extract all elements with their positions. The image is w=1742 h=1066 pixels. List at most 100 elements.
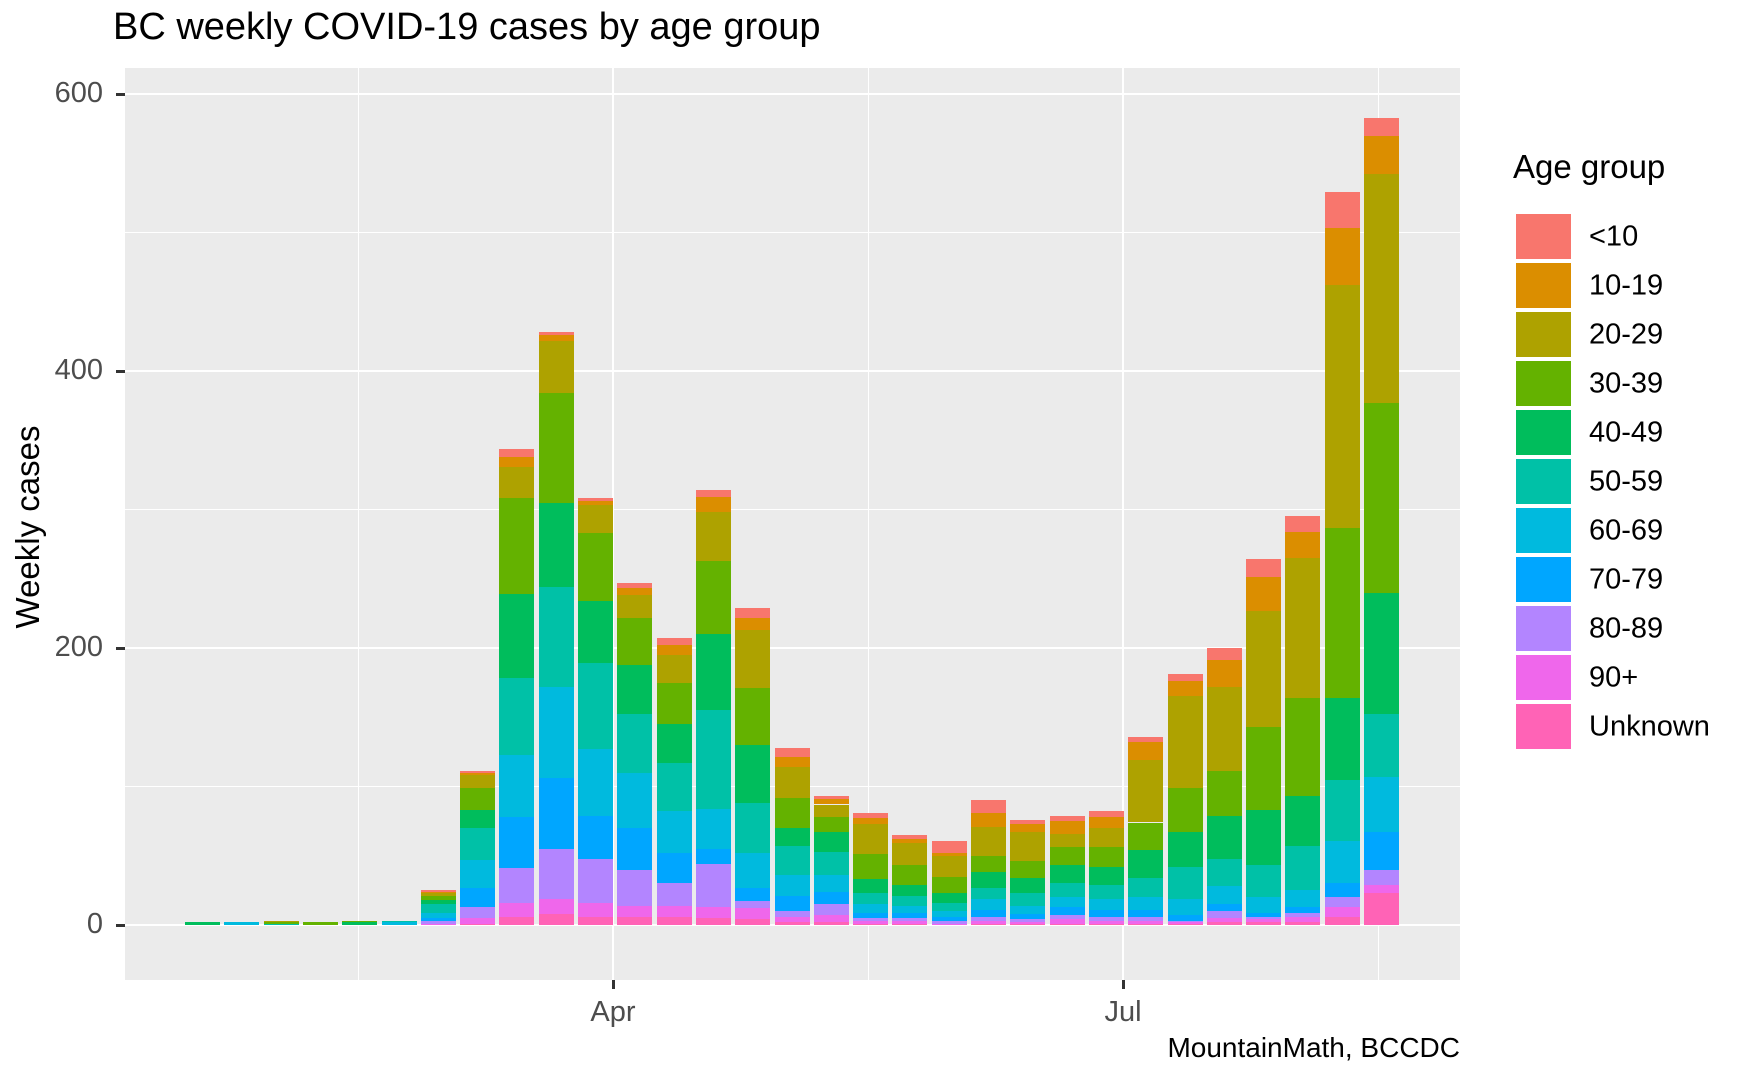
bar-segment-10-19	[617, 588, 653, 596]
bar-segment-40-49	[185, 922, 220, 925]
bar-segment-90+	[578, 902, 613, 917]
legend-label: <10	[1589, 220, 1639, 252]
bar-week-12	[617, 68, 653, 980]
bar-week-30	[1324, 68, 1360, 980]
bar-segment-50-59	[971, 887, 1006, 899]
bar-segment-10-19	[1010, 823, 1046, 833]
bar-segment-40-49	[656, 724, 692, 763]
bar-segment-90+	[617, 905, 653, 917]
bar-segment-80-89	[617, 869, 653, 906]
legend-swatch-40-49	[1516, 410, 1571, 455]
bar-segment-<10	[813, 796, 849, 799]
bar-segment-70-79	[460, 887, 496, 907]
bar-segment-60-69	[538, 686, 574, 779]
bar-segment-20-29	[460, 775, 496, 788]
legend-swatch-80-89	[1516, 606, 1571, 651]
bar-segment-Unknown	[1167, 923, 1203, 925]
bar-segment-70-79	[1128, 909, 1164, 917]
legend-swatch-90+	[1516, 655, 1571, 700]
bar-segment-Unknown	[578, 916, 613, 925]
bar-week-20	[931, 68, 967, 980]
bar-segment-90+	[1049, 919, 1085, 924]
legend-label: 10-19	[1589, 269, 1664, 301]
bar-segment-Unknown	[1049, 923, 1085, 925]
bar-segment-<10	[1010, 819, 1046, 824]
y-tick-label: 200	[54, 631, 103, 663]
bar-segment-40-49	[1049, 865, 1085, 884]
bar-segment-40-49	[1285, 796, 1321, 847]
bar-segment-60-69	[813, 875, 849, 892]
y-axis-title: Weekly cases	[9, 425, 46, 629]
bar-week-3	[263, 68, 299, 980]
bar-segment-40-49	[578, 600, 613, 664]
bar-segment-40-49	[892, 884, 928, 896]
bar-segment-60-69	[656, 811, 692, 853]
y-tick-mark	[116, 369, 125, 373]
bar-segment-50-59	[499, 678, 535, 755]
bar-segment-50-59	[1010, 893, 1046, 906]
bar-segment-20-29	[971, 826, 1006, 856]
bar-segment-70-79	[656, 852, 692, 884]
bar-segment-50-59	[1324, 779, 1360, 841]
legend-label: 40-49	[1589, 416, 1664, 448]
bar-segment-70-79	[538, 778, 574, 849]
x-tick-label: Apr	[590, 996, 636, 1028]
bar-segment-90+	[931, 923, 967, 925]
bar-week-14	[695, 68, 731, 980]
bar-segment-<10	[853, 812, 889, 819]
bar-segment-50-59	[538, 587, 574, 687]
bar-segment-<10	[971, 800, 1006, 813]
bar-segment-40-49	[853, 879, 889, 894]
bar-segment-40-49	[460, 810, 496, 829]
bar-segment-50-59	[578, 663, 613, 750]
bar-segment-30-39	[1206, 771, 1242, 816]
bar-segment-80-89	[420, 920, 456, 924]
bar-segment-60-69	[1049, 897, 1085, 907]
legend-swatch-<10	[1516, 214, 1571, 259]
bar-segment-90+	[774, 916, 810, 923]
bar-segment-80-89	[735, 901, 771, 909]
bar-segment-40-49	[1206, 815, 1242, 859]
bar-segment-60-69	[1010, 905, 1046, 914]
bar-segment-90+	[1206, 918, 1242, 923]
bar-segment-80-89	[931, 920, 967, 924]
bar-segment-50-59	[1364, 714, 1399, 777]
bar-segment-20-29	[1206, 686, 1242, 772]
gridline-y-major	[125, 93, 1460, 95]
bar-week-6	[381, 68, 417, 980]
bar-segment-20-29	[1010, 832, 1046, 862]
bar-segment-<10	[1324, 192, 1360, 229]
bar-segment-60-69	[931, 911, 967, 917]
gridline-y-major	[125, 647, 1460, 649]
bar-segment-Unknown	[892, 923, 928, 925]
bar-segment-70-79	[1324, 883, 1360, 898]
legend-label: 30-39	[1589, 367, 1664, 399]
legend-item-70-79: 70-79	[1513, 555, 1665, 604]
bar-segment-Unknown	[1206, 922, 1242, 925]
bar-segment-10-19	[931, 852, 967, 856]
bar-segment-20-29	[617, 595, 653, 618]
bar-segment-80-89	[892, 918, 928, 921]
bar-segment-30-39	[499, 498, 535, 594]
bar-segment-70-79	[1364, 832, 1399, 870]
bar-segment-40-49	[1364, 592, 1399, 715]
bar-segment-30-39	[1364, 402, 1399, 593]
bar-week-25	[1128, 68, 1164, 980]
bar-segment-<10	[1088, 811, 1124, 817]
bar-segment-90+	[499, 902, 535, 917]
legend-item-90+: 90+	[1513, 653, 1665, 702]
bar-segment-80-89	[1364, 869, 1399, 885]
bar-segment-90+	[1285, 916, 1321, 923]
bar-segment-<10	[1285, 516, 1321, 532]
bar-segment-30-39	[813, 816, 849, 833]
bar-segment-70-79	[578, 815, 613, 859]
bar-segment-30-39	[735, 688, 771, 745]
bar-week-13	[656, 68, 692, 980]
bar-segment-70-79	[1010, 913, 1046, 920]
bar-segment-70-79	[774, 895, 810, 912]
y-tick-mark	[116, 92, 125, 96]
bar-segment-<10	[735, 607, 771, 618]
bar-segment-90+	[853, 920, 889, 924]
bar-week-29	[1285, 68, 1321, 980]
bar-segment-40-49	[1167, 832, 1203, 867]
